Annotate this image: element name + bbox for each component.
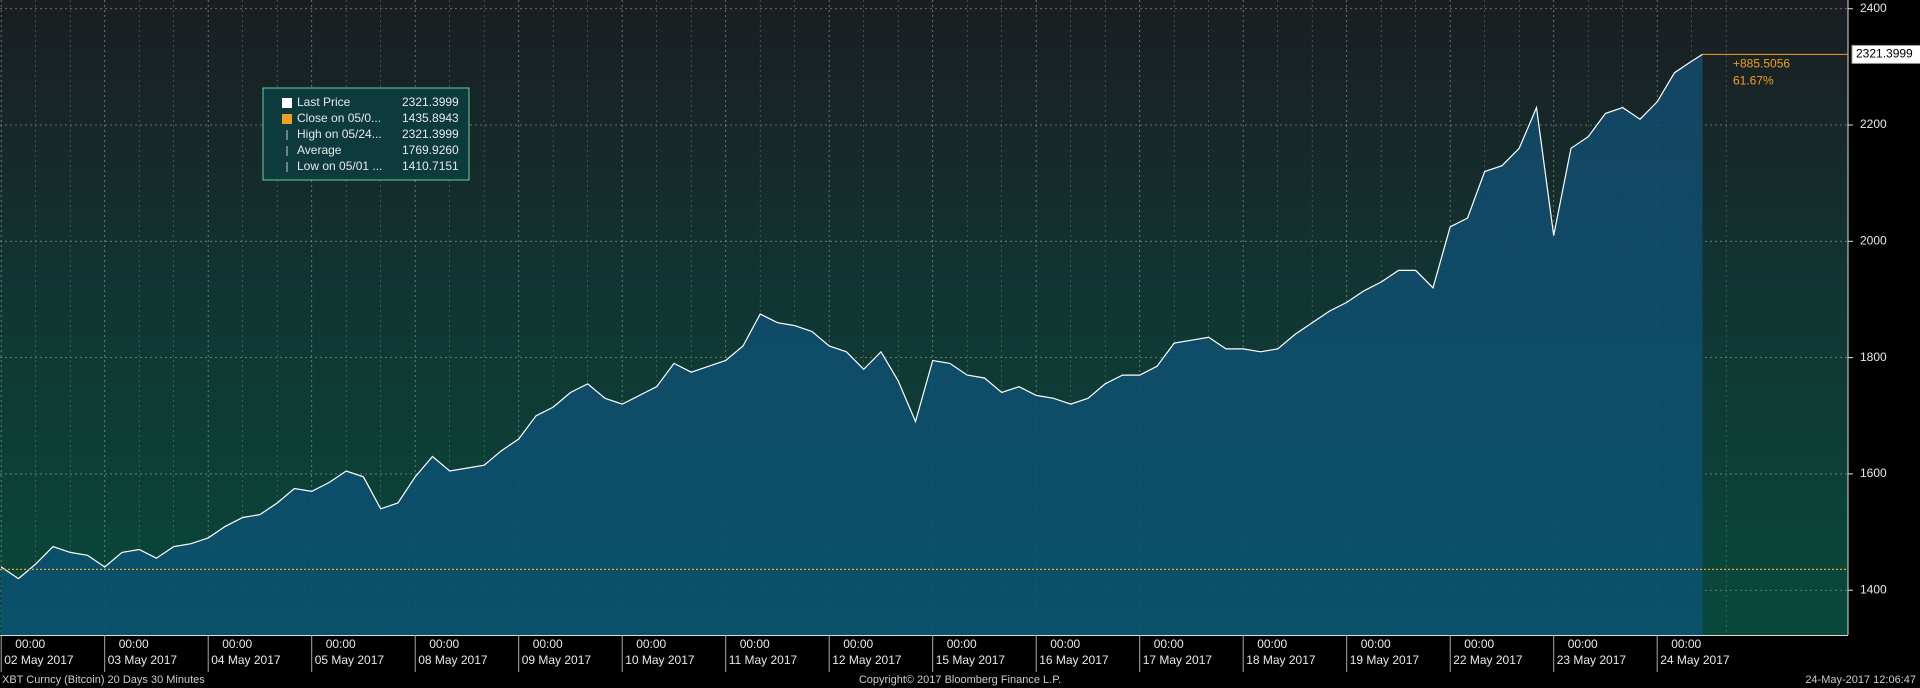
x-tick-time: 00:00 <box>119 637 149 651</box>
x-tick-time: 00:00 <box>947 637 977 651</box>
y-tick-label: 2200 <box>1860 117 1887 131</box>
y-tick-label: 1600 <box>1860 466 1887 480</box>
x-tick-date: 22 May 2017 <box>1453 653 1523 667</box>
legend-name: Low on 05/01 ... <box>297 159 382 173</box>
x-tick-date: 16 May 2017 <box>1039 653 1109 667</box>
x-tick-time: 00:00 <box>533 637 563 651</box>
x-tick-date: 05 May 2017 <box>315 653 385 667</box>
x-tick-time: 00:00 <box>326 637 356 651</box>
x-tick-date: 11 May 2017 <box>729 653 798 667</box>
x-tick-date: 15 May 2017 <box>936 653 1006 667</box>
y-tick-label: 1400 <box>1860 582 1887 596</box>
x-tick-date: 04 May 2017 <box>211 653 281 667</box>
x-tick-date: 18 May 2017 <box>1246 653 1316 667</box>
change-pct-label: 61.67% <box>1733 74 1774 88</box>
x-tick-date: 03 May 2017 <box>108 653 178 667</box>
x-tick-time: 00:00 <box>1464 637 1494 651</box>
x-tick-date: 19 May 2017 <box>1350 653 1420 667</box>
y-axis-background <box>1848 0 1920 635</box>
x-tick-time: 00:00 <box>222 637 252 651</box>
legend-value: 2321.3999 <box>402 127 459 141</box>
y-tick-label: 2400 <box>1860 1 1887 15</box>
legend-value: 1410.7151 <box>402 159 459 173</box>
x-tick-date: 08 May 2017 <box>418 653 488 667</box>
x-tick-date: 12 May 2017 <box>832 653 902 667</box>
x-tick-time: 00:00 <box>1050 637 1080 651</box>
x-tick-time: 00:00 <box>1257 637 1287 651</box>
x-tick-time: 00:00 <box>15 637 45 651</box>
x-tick-time: 00:00 <box>740 637 770 651</box>
x-tick-date: 10 May 2017 <box>625 653 695 667</box>
legend-swatch <box>282 114 292 124</box>
legend: Last Price 2321.3999 Close on 05/0... 1435.… <box>262 87 470 181</box>
footer-center: Copyright© 2017 Bloomberg Finance L.P. <box>859 674 1061 686</box>
x-tick-time: 00:00 <box>1154 637 1184 651</box>
x-tick-time: 00:00 <box>429 637 459 651</box>
legend-value: 1435.8943 <box>402 111 459 125</box>
change-label: +885.5056 <box>1733 57 1790 71</box>
x-tick-date: 23 May 2017 <box>1557 653 1627 667</box>
footer-left: XBT Curncy (Bitcoin) 20 Days 30 Minutes <box>2 674 205 686</box>
legend-name: Average <box>297 143 342 157</box>
legend-name: Last Price <box>297 95 351 109</box>
x-tick-time: 00:00 <box>636 637 666 651</box>
x-tick-time: 00:00 <box>843 637 873 651</box>
line <box>0 53 1703 580</box>
x-axis-background <box>0 635 1848 672</box>
x-tick-time: 00:00 <box>1671 637 1701 651</box>
last-price-label: 2321.3999 <box>1856 47 1913 61</box>
x-tick-time: 00:00 <box>1568 637 1598 651</box>
x-tick-date: 02 May 2017 <box>4 653 74 667</box>
x-tick-time: 00:00 <box>1361 637 1391 651</box>
legend-name: High on 05/24... <box>297 127 382 141</box>
legend-box <box>262 87 470 181</box>
x-tick-date: 24 May 2017 <box>1660 653 1730 667</box>
x-tick-date: 17 May 2017 <box>1143 653 1213 667</box>
area <box>1 54 1703 635</box>
last-price-box <box>1851 44 1920 64</box>
y-tick-label: 2000 <box>1860 233 1887 247</box>
legend-swatch <box>282 98 292 108</box>
x-tick-date: 09 May 2017 <box>522 653 592 667</box>
legend-name: Close on 05/0... <box>297 111 381 125</box>
footer-right: 24-May-2017 12:06:47 <box>1805 674 1916 686</box>
legend-value: 2321.3999 <box>402 95 459 109</box>
legend-value: 1769.9260 <box>402 143 459 157</box>
y-tick-label: 1800 <box>1860 350 1887 364</box>
